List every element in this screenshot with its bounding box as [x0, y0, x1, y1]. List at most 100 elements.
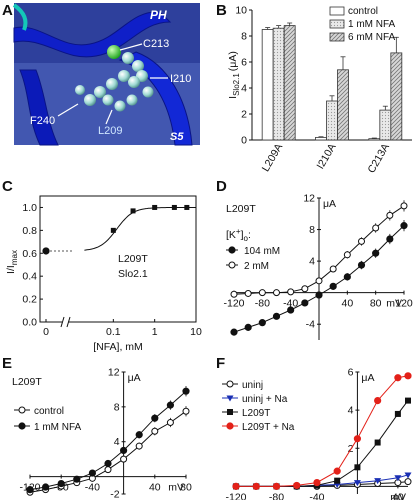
d-plot-y-tick-label: 4	[309, 256, 315, 268]
pointer-c213	[119, 43, 143, 51]
b-legend-swatch	[329, 19, 345, 29]
d-plot-x-tick-label: 40	[341, 298, 353, 310]
e-plot-point-0	[104, 466, 112, 474]
d-plot-y-tick-label: 8	[309, 224, 315, 236]
d-plot-point-1	[329, 265, 337, 273]
c-y-tick-label: 0.0	[22, 317, 37, 329]
d-plot-point-0	[287, 306, 295, 314]
panel-label-b: B	[216, 2, 227, 19]
e-plot-point-0	[135, 442, 143, 450]
c-frame	[39, 195, 197, 323]
panel-label-c: C	[2, 178, 13, 195]
d-plot-point-1	[258, 289, 266, 297]
d-plot-point-0	[258, 319, 266, 327]
b-legend: control 1 mM NFA 6 mM NFA	[329, 6, 396, 43]
d-plot-y-unit: μA	[323, 198, 336, 210]
f-plot-point-2	[394, 410, 401, 417]
e-plot-point-1	[73, 475, 81, 483]
d-legend-title-colon: :	[248, 229, 251, 241]
d-plot-point-1	[315, 277, 323, 285]
e-plot-point-1	[135, 431, 143, 439]
f-plot-point-2	[354, 464, 361, 471]
c-ylabel: I/Imax	[5, 250, 19, 274]
e-plot-y-tick-label: 8	[114, 401, 120, 413]
b-bar-I210A-0	[315, 136, 327, 141]
f-legend-marker	[226, 395, 234, 402]
f-plot-point-3	[293, 481, 301, 490]
d-plot-point-1	[386, 211, 394, 219]
e-plot-point-0	[182, 407, 190, 415]
f-plot-point-1	[353, 480, 361, 487]
label-i210: I210	[170, 73, 191, 85]
b-legend-label: 1 mM NFA	[348, 19, 396, 30]
panel-e: E L209T -120-80-404080-24812μAmVcontrol1…	[2, 355, 192, 500]
label-c213: C213	[143, 38, 169, 50]
atom	[84, 94, 96, 106]
e-legend-marker	[18, 406, 26, 414]
c-xlabel: [NFA], mM	[93, 341, 143, 353]
d-legend-title-sub: o	[244, 234, 249, 243]
atom-c213	[107, 45, 121, 59]
f-legend-label: uninj + Na	[242, 394, 288, 405]
b-legend-label: 6 mM NFA	[348, 32, 396, 43]
f-plot-point-3	[232, 482, 240, 490]
d-plot-point-0	[244, 323, 252, 331]
e-plot-y-tick-label: 12	[108, 367, 120, 379]
d-plot-point-0	[357, 261, 366, 269]
f-legend-label: uninj	[242, 380, 263, 391]
e-legend-label: 1 mM NFA	[34, 422, 82, 433]
f-plot-y-tick-label: 4	[348, 405, 354, 417]
d-plot-point-1	[343, 251, 351, 259]
e-plot-point-1	[166, 401, 174, 409]
e-plot-x-tick-label: 40	[149, 482, 161, 494]
d-legend-title-sup: +	[236, 227, 241, 236]
b-y-tick-label: 2	[241, 109, 247, 121]
svg-text:ISlo2.1(μA): ISlo2.1 (μA)	[227, 51, 241, 99]
c-y-tick-label: 0.6	[22, 248, 37, 260]
d-plot-point-0	[272, 312, 281, 320]
c-x-tick-label: 0	[43, 326, 49, 338]
d-plot-point-0	[386, 235, 394, 243]
atom	[122, 52, 134, 64]
f-legend-marker	[226, 422, 234, 430]
d-plot-point-0	[301, 299, 309, 307]
f-plot-point-3	[353, 435, 362, 443]
e-plot-point-1	[88, 469, 97, 477]
f-plot-x-tick-label: -40	[309, 491, 324, 500]
e-plot-point-0	[120, 455, 128, 463]
e-legend-marker	[18, 422, 26, 430]
b-bar-I210A-1	[326, 100, 338, 141]
d-plot-point-0	[372, 249, 380, 257]
f-plot-point-3	[394, 374, 402, 382]
atom	[142, 86, 154, 98]
f-plot-point-2	[334, 477, 341, 484]
f-legend-label: L209T	[242, 408, 270, 419]
b-y-tick-label: 4	[241, 83, 247, 95]
e-plot-point-0	[151, 427, 159, 435]
d-plot-x-tick-label: -40	[283, 298, 298, 310]
d-plot-point-0	[329, 282, 337, 290]
f-plot-point-1	[404, 472, 412, 479]
c-ylabel-sub: max	[10, 250, 19, 265]
d-plot-point-1	[301, 285, 309, 293]
f-plot-point-3	[252, 482, 260, 490]
b-bar-C213A-2	[390, 52, 403, 141]
b-bar-L209A-1	[272, 27, 285, 141]
e-plot-point-1	[26, 486, 34, 494]
e-plot-point-1	[151, 414, 159, 422]
panel-label-d: D	[216, 178, 227, 195]
label-f240: F240	[30, 115, 55, 127]
panel-a: A PH	[2, 2, 200, 146]
d-plot-x-tick-label: -120	[223, 298, 244, 310]
panel-b: B ISlo2.1 (μA) 0 2 4 6 8 10 L209A I210A C213A co…	[216, 2, 412, 175]
b-ylabel-sub: Slo2.1	[232, 73, 241, 96]
d-legend-title: [K+]o:	[226, 227, 251, 243]
d-plot-x-unit: mV	[386, 298, 402, 310]
d-plot-point-0	[315, 291, 323, 299]
atom	[106, 78, 118, 90]
d-legend-title-tail: ]	[241, 229, 244, 241]
d-plot-point-1	[400, 202, 408, 210]
f-plot-x-unit: mV	[390, 491, 406, 500]
